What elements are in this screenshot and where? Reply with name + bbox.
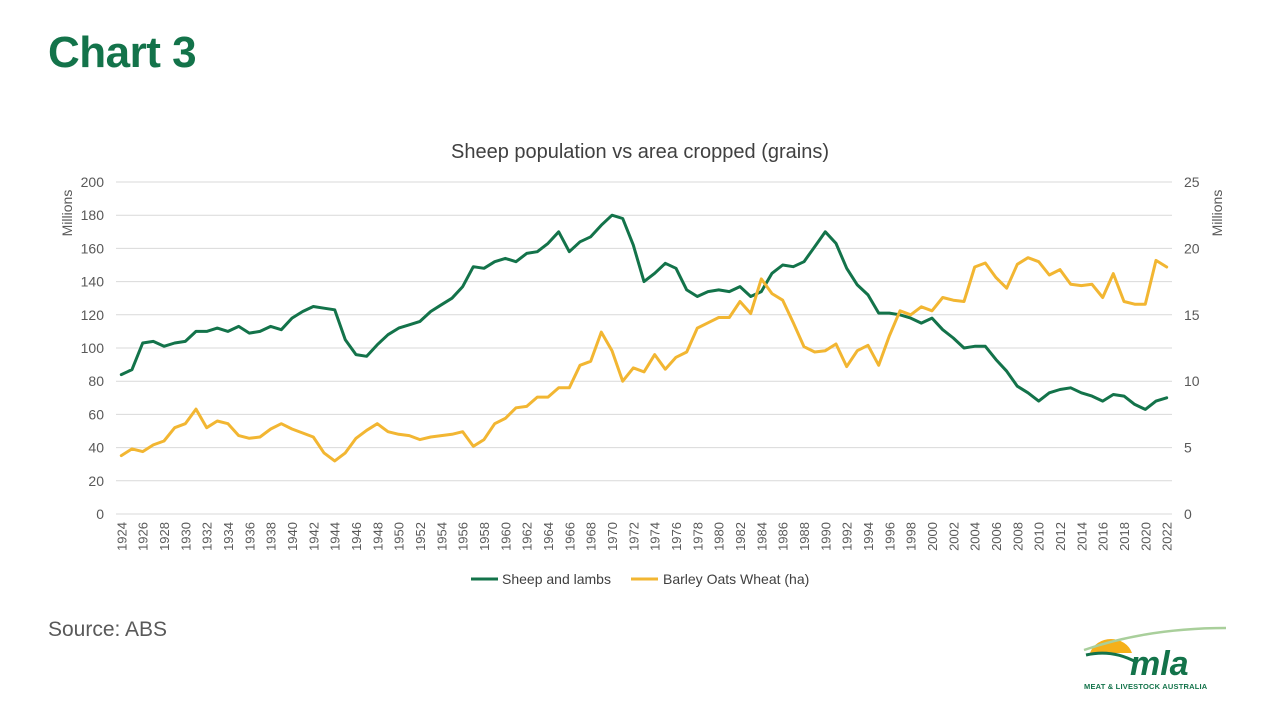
legend-label-grains: Barley Oats Wheat (ha) xyxy=(663,571,809,587)
series-lines xyxy=(119,213,1169,463)
x-tick-label: 1926 xyxy=(136,522,151,551)
x-tick-label: 2008 xyxy=(1010,522,1025,551)
x-tick-label: 1934 xyxy=(221,522,236,551)
legend: Sheep and lambs Barley Oats Wheat (ha) xyxy=(471,571,809,587)
x-tick-label: 2014 xyxy=(1074,522,1089,551)
x-tick-label: 1970 xyxy=(605,522,620,551)
x-tick-label: 2020 xyxy=(1138,522,1153,551)
logo-sun-icon xyxy=(1090,638,1132,653)
x-tick-label: 1958 xyxy=(477,522,492,551)
x-tick-label: 1984 xyxy=(754,522,769,551)
x-tick-label: 1992 xyxy=(840,522,855,551)
y-left-tick-label: 200 xyxy=(81,174,105,190)
x-tick-label: 1924 xyxy=(114,522,129,551)
x-tick-label: 1938 xyxy=(264,522,279,551)
y-right-tick-label: 5 xyxy=(1184,440,1192,456)
left-axis-unit-label: Millions xyxy=(59,190,75,237)
y-right-tick-label: 20 xyxy=(1184,240,1200,256)
logo-tagline: MEAT & LIVESTOCK AUSTRALIA xyxy=(1084,682,1208,691)
series-line-sheep-and-lambs xyxy=(119,213,1169,411)
source-note: Source: ABS xyxy=(48,618,168,641)
logo-swoosh-icon xyxy=(1083,626,1227,652)
x-tick-label: 2016 xyxy=(1096,522,1111,551)
x-tick-label: 1946 xyxy=(349,522,364,551)
axes: 0204060801001201401601802000510152025192… xyxy=(81,174,1200,551)
series-line-barley-oats-wheat xyxy=(119,256,1169,463)
x-tick-label: 1988 xyxy=(797,522,812,551)
x-tick-label: 1930 xyxy=(178,522,193,551)
y-left-tick-label: 40 xyxy=(88,440,104,456)
x-tick-label: 1982 xyxy=(733,522,748,551)
x-tick-label: 2006 xyxy=(989,522,1004,551)
y-right-tick-label: 25 xyxy=(1184,174,1200,190)
x-tick-label: 2002 xyxy=(946,522,961,551)
x-tick-label: 2012 xyxy=(1053,522,1068,551)
x-tick-label: 2022 xyxy=(1160,522,1175,551)
slide-title: Chart 3 xyxy=(48,28,197,77)
x-tick-label: 1974 xyxy=(648,522,663,551)
x-tick-label: 1990 xyxy=(818,522,833,551)
x-tick-label: 1962 xyxy=(520,522,535,551)
x-tick-label: 1960 xyxy=(498,522,513,551)
logo-wordmark: mla xyxy=(1130,645,1189,683)
right-axis-unit-label: Millions xyxy=(1209,190,1225,237)
x-tick-label: 2010 xyxy=(1032,522,1047,551)
x-tick-label: 1996 xyxy=(882,522,897,551)
y-left-tick-label: 80 xyxy=(88,373,104,389)
x-tick-label: 1998 xyxy=(904,522,919,551)
x-tick-label: 1932 xyxy=(200,522,215,551)
x-tick-label: 1942 xyxy=(306,522,321,551)
x-tick-label: 2004 xyxy=(968,522,983,551)
x-tick-label: 2000 xyxy=(925,522,940,551)
x-tick-label: 1986 xyxy=(776,522,791,551)
x-tick-label: 1980 xyxy=(712,522,727,551)
y-left-tick-label: 160 xyxy=(81,240,105,256)
x-tick-label: 1948 xyxy=(370,522,385,551)
x-tick-label: 1950 xyxy=(392,522,407,551)
logo-ground-icon xyxy=(1085,651,1137,664)
x-tick-label: 2018 xyxy=(1117,522,1132,551)
y-right-tick-label: 15 xyxy=(1184,307,1200,323)
y-left-tick-label: 0 xyxy=(96,506,104,522)
x-tick-label: 1978 xyxy=(690,522,705,551)
x-tick-label: 1994 xyxy=(861,522,876,551)
x-tick-label: 1972 xyxy=(626,522,641,551)
x-tick-label: 1956 xyxy=(456,522,471,551)
x-tick-label: 1936 xyxy=(242,522,257,551)
y-left-tick-label: 60 xyxy=(88,406,104,422)
x-tick-label: 1964 xyxy=(541,522,556,551)
legend-label-sheep: Sheep and lambs xyxy=(502,571,611,587)
x-tick-label: 1968 xyxy=(584,522,599,551)
y-right-tick-label: 0 xyxy=(1184,506,1192,522)
x-tick-label: 1952 xyxy=(413,522,428,551)
chart-title: Sheep population vs area cropped (grains… xyxy=(451,141,829,163)
y-right-tick-label: 10 xyxy=(1184,373,1200,389)
y-left-tick-label: 100 xyxy=(81,340,105,356)
x-tick-label: 1966 xyxy=(562,522,577,551)
y-left-tick-label: 120 xyxy=(81,307,105,323)
x-tick-label: 1954 xyxy=(434,522,449,551)
x-tick-label: 1976 xyxy=(669,522,684,551)
y-left-tick-label: 140 xyxy=(81,274,105,290)
y-left-tick-label: 180 xyxy=(81,207,105,223)
x-tick-label: 1944 xyxy=(328,522,343,551)
gridlines xyxy=(116,181,1172,515)
y-left-tick-label: 20 xyxy=(88,473,104,489)
mla-logo: mla xyxy=(1083,626,1227,683)
x-tick-label: 1940 xyxy=(285,522,300,551)
x-tick-label: 1928 xyxy=(157,522,172,551)
